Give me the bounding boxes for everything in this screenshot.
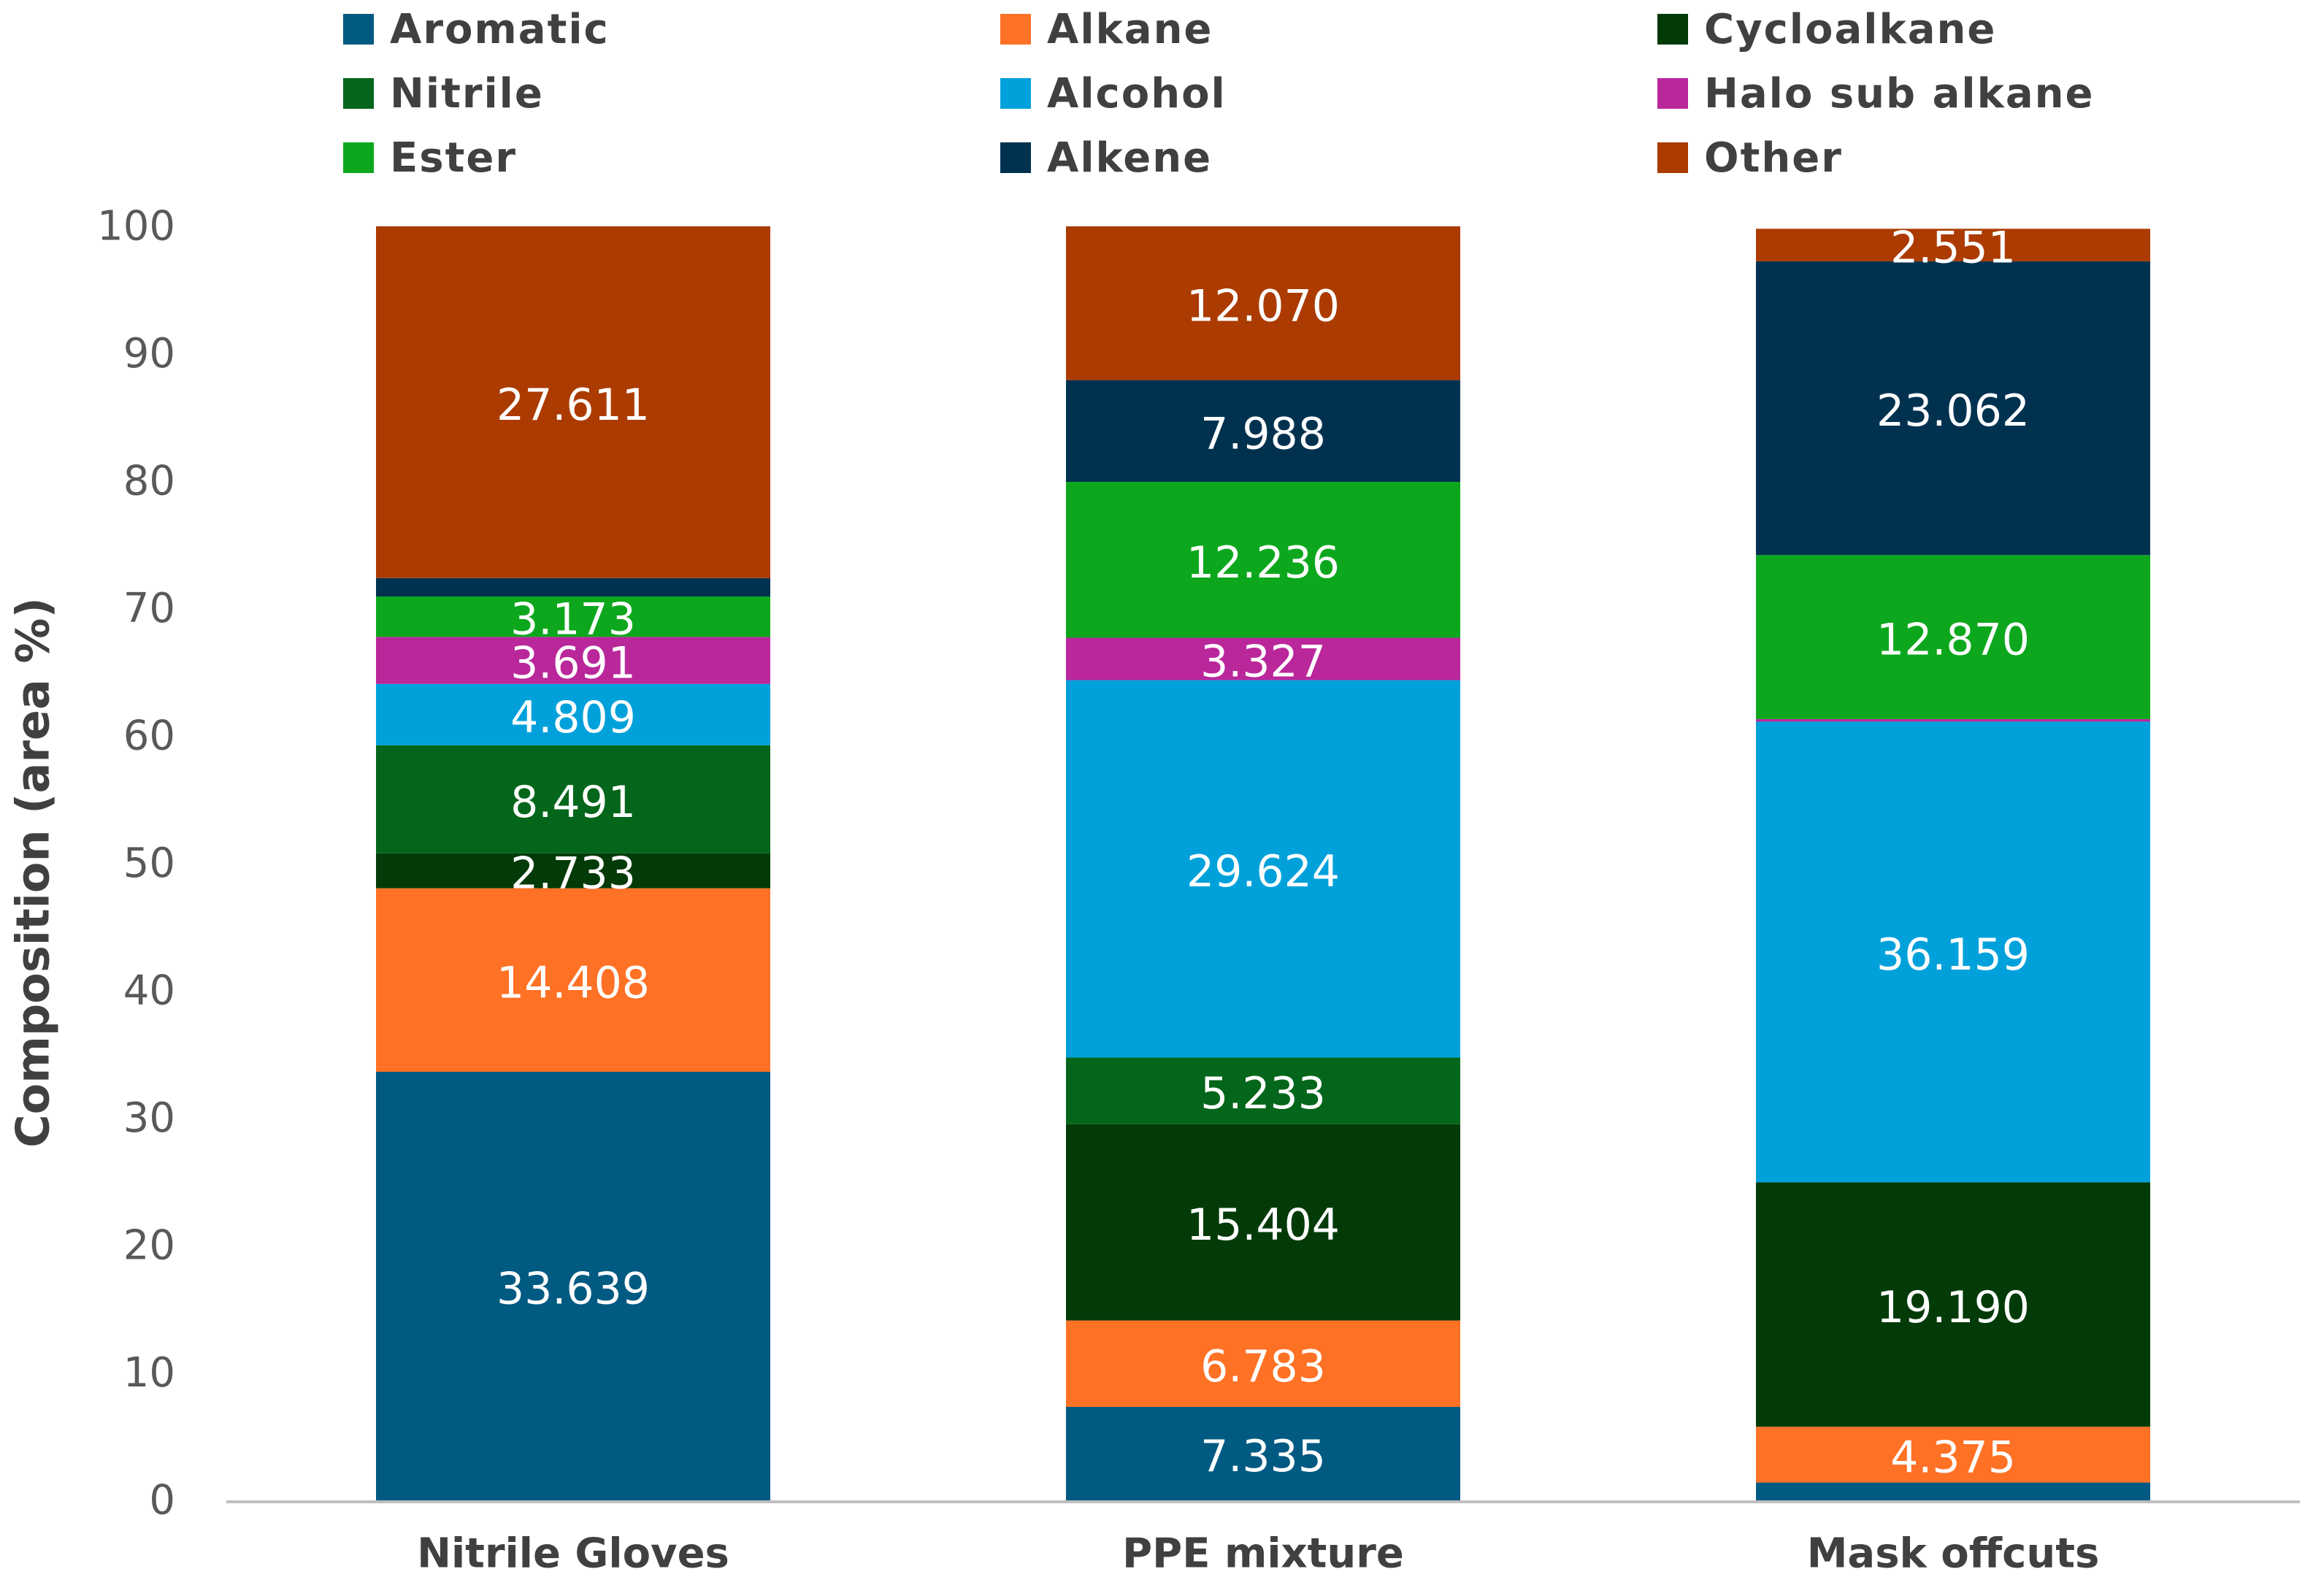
bar-segment-ppe-mixture-aromatic xyxy=(1066,1407,1460,1500)
data-label-ppe-mixture-cycloalkane: 15.404 xyxy=(1186,1200,1340,1251)
legend-item-halo-sub-alkane: Halo sub alkane xyxy=(1657,64,2094,123)
bar-segment-ppe-mixture-cycloalkane xyxy=(1066,1124,1460,1321)
data-label-mask-offcuts-alkane: 4.375 xyxy=(1890,1432,2016,1483)
y-tick-label-80: 80 xyxy=(123,458,175,505)
bar-segment-ppe-mixture-alkene xyxy=(1066,380,1460,483)
bar-segment-nitrile-gloves-nitrile xyxy=(376,745,770,853)
bar-segment-nitrile-gloves-ester xyxy=(376,596,770,637)
bar-segment-mask-offcuts-alcohol xyxy=(1756,721,2150,1183)
bar-segment-nitrile-gloves-alkene xyxy=(376,578,770,597)
data-label-ppe-mixture-alkene: 7.988 xyxy=(1200,408,1326,459)
data-label-ppe-mixture-alkane: 6.783 xyxy=(1200,1341,1326,1392)
bar-segment-ppe-mixture-alcohol xyxy=(1066,680,1460,1058)
data-label-nitrile-gloves-ester: 3.173 xyxy=(510,594,636,645)
y-tick-label-60: 60 xyxy=(123,713,175,760)
legend-swatch-other xyxy=(1657,142,1688,173)
bar-segment-ppe-mixture-nitrile xyxy=(1066,1057,1460,1124)
legend-item-alkene: Alkene xyxy=(1000,128,1212,187)
legend-swatch-alkane xyxy=(1000,14,1031,45)
x-category-label-ppe-mixture: PPE mixture xyxy=(1122,1530,1404,1578)
data-label-ppe-mixture-halo-sub-alkane: 3.327 xyxy=(1200,637,1326,688)
bar-segment-nitrile-gloves-alcohol xyxy=(376,683,770,745)
bar-segment-mask-offcuts-alkene xyxy=(1756,261,2150,556)
legend-label-cycloalkane: Cycloalkane xyxy=(1704,5,1997,53)
bar-segment-ppe-mixture-other xyxy=(1066,226,1460,380)
x-category-label-nitrile-gloves: Nitrile Gloves xyxy=(417,1530,729,1578)
data-label-mask-offcuts-alkene: 23.062 xyxy=(1876,385,2030,437)
legend-label-alkane: Alkane xyxy=(1047,5,1213,53)
legend-swatch-nitrile xyxy=(343,78,374,109)
data-label-nitrile-gloves-alcohol: 4.809 xyxy=(510,692,636,743)
data-label-ppe-mixture-aromatic: 7.335 xyxy=(1200,1431,1326,1482)
legend-label-nitrile: Nitrile xyxy=(390,69,544,118)
bar-segment-mask-offcuts-alkane xyxy=(1756,1427,2150,1483)
bar-segment-ppe-mixture-ester xyxy=(1066,482,1460,638)
legend-item-other: Other xyxy=(1657,128,1843,187)
legend-label-other: Other xyxy=(1704,134,1843,182)
y-tick-label-30: 30 xyxy=(123,1094,175,1142)
y-tick-label-50: 50 xyxy=(123,840,175,887)
bar-segment-nitrile-gloves-aromatic xyxy=(376,1071,770,1500)
y-tick-label-100: 100 xyxy=(97,203,175,250)
legend-swatch-alcohol xyxy=(1000,78,1031,109)
legend-swatch-aromatic xyxy=(343,14,374,45)
legend-swatch-cycloalkane xyxy=(1657,14,1688,45)
data-label-nitrile-gloves-halo-sub-alkane: 3.691 xyxy=(510,638,636,689)
bar-segment-nitrile-gloves-other xyxy=(376,226,770,578)
x-category-label-mask-offcuts: Mask offcuts xyxy=(1807,1530,2100,1578)
y-tick-label-70: 70 xyxy=(123,585,175,632)
legend-label-alkene: Alkene xyxy=(1047,134,1213,182)
data-label-ppe-mixture-alcohol: 29.624 xyxy=(1186,846,1340,897)
legend-item-cycloalkane: Cycloalkane xyxy=(1657,0,1996,58)
legend-swatch-ester xyxy=(343,142,374,173)
legend-item-alkane: Alkane xyxy=(1000,0,1213,58)
data-label-nitrile-gloves-nitrile: 8.491 xyxy=(510,777,636,828)
data-label-mask-offcuts-other: 2.551 xyxy=(1890,223,2016,274)
data-label-ppe-mixture-ester: 12.236 xyxy=(1186,537,1340,588)
legend-swatch-alkene xyxy=(1000,142,1031,173)
data-label-nitrile-gloves-aromatic: 33.639 xyxy=(496,1263,650,1314)
bar-segment-mask-offcuts-halo-sub-alkane xyxy=(1756,718,2150,722)
legend-item-aromatic: Aromatic xyxy=(343,0,610,58)
y-tick-label-10: 10 xyxy=(123,1349,175,1397)
y-tick-label-90: 90 xyxy=(123,330,175,377)
data-label-mask-offcuts-cycloalkane: 19.190 xyxy=(1876,1282,2030,1333)
legend-item-alcohol: Alcohol xyxy=(1000,64,1227,123)
bar-segment-nitrile-gloves-alkane xyxy=(376,888,770,1072)
bar-segment-mask-offcuts-cycloalkane xyxy=(1756,1182,2150,1427)
data-label-nitrile-gloves-alkane: 14.408 xyxy=(496,957,650,1008)
data-label-ppe-mixture-other: 12.070 xyxy=(1186,280,1340,331)
bar-segment-mask-offcuts-aromatic xyxy=(1756,1482,2150,1500)
data-label-nitrile-gloves-other: 27.611 xyxy=(496,380,650,431)
y-tick-label-20: 20 xyxy=(123,1222,175,1270)
data-label-mask-offcuts-alcohol: 36.159 xyxy=(1876,929,2030,981)
bar-segment-ppe-mixture-alkane xyxy=(1066,1320,1460,1408)
legend-label-ester: Ester xyxy=(390,134,517,182)
data-label-nitrile-gloves-cycloalkane: 2.733 xyxy=(510,848,636,899)
bar-segment-nitrile-gloves-halo-sub-alkane xyxy=(376,637,770,684)
y-tick-label-0: 0 xyxy=(149,1477,175,1524)
legend-label-alcohol: Alcohol xyxy=(1047,69,1227,118)
legend-item-nitrile: Nitrile xyxy=(343,64,544,123)
data-label-mask-offcuts-ester: 12.870 xyxy=(1876,615,2030,666)
legend-label-aromatic: Aromatic xyxy=(390,5,610,53)
y-tick-label-40: 40 xyxy=(123,967,175,1015)
legend: Aromatic Alkane Cycloalkane Nitrile Alco… xyxy=(0,0,2305,190)
bar-segment-mask-offcuts-ester xyxy=(1756,555,2150,719)
bar-segment-ppe-mixture-halo-sub-alkane xyxy=(1066,637,1460,680)
legend-label-halo-sub-alkane: Halo sub alkane xyxy=(1704,69,2095,118)
bar-segment-nitrile-gloves-cycloalkane xyxy=(376,853,770,889)
legend-item-ester: Ester xyxy=(343,128,517,187)
data-label-ppe-mixture-nitrile: 5.233 xyxy=(1200,1068,1326,1119)
legend-swatch-halo-sub-alkane xyxy=(1657,78,1688,109)
bar-segment-mask-offcuts-other xyxy=(1756,229,2150,261)
